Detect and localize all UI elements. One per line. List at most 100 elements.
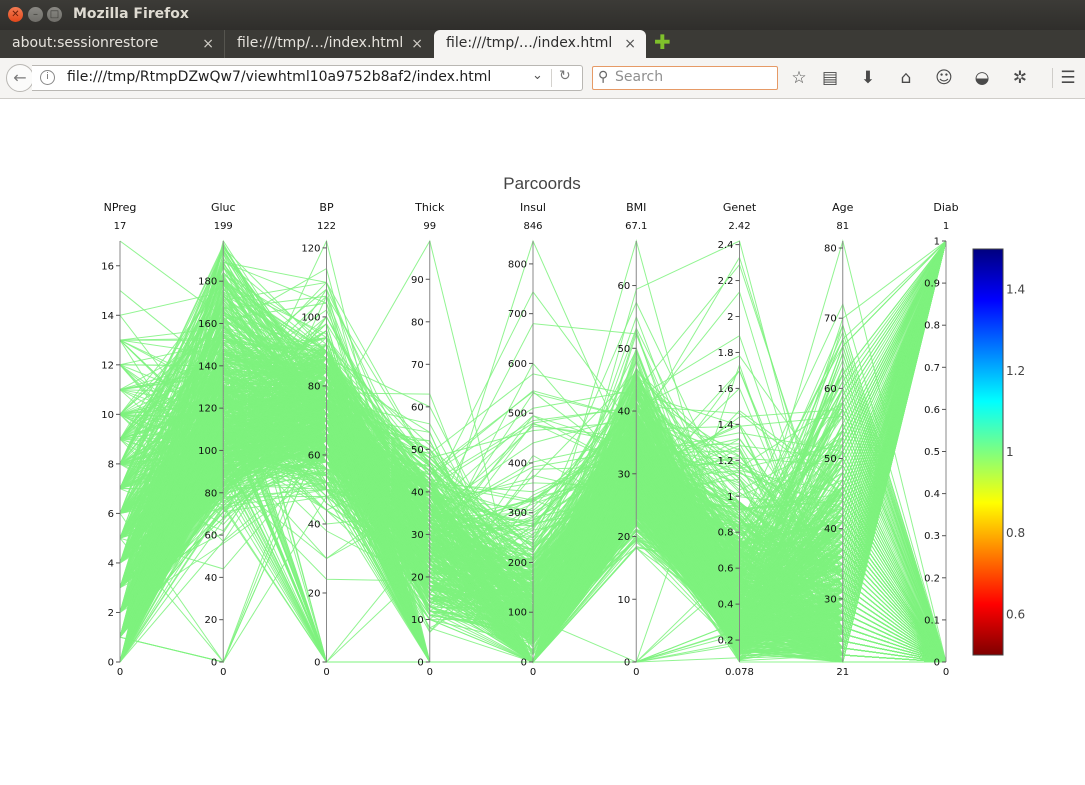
axis-tick-label: 60 <box>411 402 424 413</box>
window-maximize-button[interactable]: □ <box>47 7 62 22</box>
axis-label: BP <box>319 201 334 214</box>
url-separator <box>551 69 552 87</box>
axis-tick-label: 10 <box>618 595 631 606</box>
tab-close-icon[interactable]: × <box>411 36 423 52</box>
home-icon[interactable]: ⌂ <box>900 68 912 88</box>
tab-sessionrestore[interactable]: about:sessionrestore × <box>0 30 224 58</box>
colorbar: 0.6 0.8 1 1.2 1.4 <box>972 248 1025 656</box>
axis-tick-label: 0.7 <box>924 363 940 374</box>
axis-tick-label: 300 <box>508 508 527 519</box>
reading-list-icon[interactable]: ▤ <box>821 68 839 88</box>
axis-label: Insul <box>520 201 546 214</box>
axis-max-label: 199 <box>214 221 233 232</box>
colorbar-tick-label: 1 <box>1006 445 1014 459</box>
axis-age[interactable]: Age 81 21 30 40 50 60 70 80 <box>824 201 854 678</box>
tab-label: about:sessionrestore <box>12 35 159 51</box>
axis-max-label: 1 <box>943 221 949 232</box>
axis-tick-label: 2.2 <box>718 276 734 287</box>
axis-tick-label: 1.6 <box>718 384 734 395</box>
window-title: Mozilla Firefox <box>73 6 189 22</box>
axis-thick[interactable]: Thick 99 00 10 20 30 40 50 60 70 80 90 <box>411 201 445 678</box>
tab-close-icon[interactable]: × <box>624 36 636 52</box>
chart-title: Parcoords <box>503 174 580 193</box>
axis-tick-label: 0.8 <box>924 321 940 332</box>
axis-tick-label: 0 <box>314 658 320 669</box>
axis-tick-label: 0 <box>108 658 114 669</box>
url-bar[interactable]: i file:///tmp/RtmpDZwQw7/viewhtml10a9752… <box>32 65 583 91</box>
axis-max-label: 2.42 <box>728 221 750 232</box>
axes: NPreg1700246810121416Gluc199002040608010… <box>101 201 958 678</box>
axis-tick-label: 0.8 <box>718 528 734 539</box>
axis-tick-label: 100 <box>198 446 217 457</box>
smiley-icon[interactable]: ☺ <box>935 68 953 88</box>
axis-tick-label: 20 <box>618 532 631 543</box>
search-icon: ⚲ <box>598 69 609 85</box>
tab-strip: about:sessionrestore × file:///tmp/…/ind… <box>0 30 1085 58</box>
axis-tick-label: 90 <box>411 275 424 286</box>
window-close-button[interactable]: ✕ <box>8 7 23 22</box>
axis-tick-label: 0 <box>934 658 940 669</box>
colorbar-tick-label: 1.4 <box>1006 283 1025 297</box>
axis-tick-label: 40 <box>618 407 631 418</box>
axis-tick-label: 80 <box>824 244 837 255</box>
axis-tick-label: 50 <box>824 454 837 465</box>
search-box[interactable]: ⚲ <box>592 66 778 90</box>
axis-tick-label: 0.3 <box>924 531 940 542</box>
tab-index-html-active[interactable]: file:///tmp/…/index.html × <box>434 30 646 58</box>
axis-tick-label: 8 <box>108 459 114 470</box>
colorbar-tick-label: 0.8 <box>1006 526 1025 540</box>
tab-index-html[interactable]: file:///tmp/…/index.html × <box>224 30 433 58</box>
parcoords-chart: Parcoords NPreg1700246810121416Gluc19900… <box>101 174 1025 678</box>
reload-icon[interactable]: ↻ <box>559 68 571 84</box>
axis-tick-label: 40 <box>308 519 321 530</box>
axis-max-label: 81 <box>836 221 849 232</box>
hamburger-menu-icon[interactable]: ☰ <box>1052 68 1079 88</box>
axis-tick-label: 6 <box>108 509 114 520</box>
axis-max-label: 99 <box>423 221 436 232</box>
axis-label: Gluc <box>211 201 236 214</box>
axis-tick-label: 1.2 <box>718 456 734 467</box>
window-minimize-button[interactable]: – <box>28 7 43 22</box>
axis-tick-label: 20 <box>205 615 218 626</box>
extension-icon[interactable]: ✲ <box>1012 68 1028 88</box>
url-text[interactable]: file:///tmp/RtmpDZwQw7/viewhtml10a9752b8… <box>67 69 492 85</box>
axis-tick-label: 800 <box>508 259 527 270</box>
axis-gluc[interactable]: Gluc 199 00 20 40 60 80 100 120 140 160 180 <box>198 201 235 678</box>
axis-tick-label: 80 <box>205 488 218 499</box>
axis-npreg[interactable]: NPreg 17 00 2 4 6 8 10 12 14 16 <box>101 201 136 678</box>
url-dropdown-chevron-icon[interactable]: ⌄ <box>532 68 543 83</box>
axis-tick-label: 0 <box>624 658 630 669</box>
axis-tick-label: 50 <box>411 445 424 456</box>
axis-tick-label: 700 <box>508 309 527 320</box>
axis-tick-label: 16 <box>101 261 114 272</box>
axis-bmi[interactable]: BMI 67.1 00 10 20 30 40 50 60 <box>618 201 648 678</box>
colorbar-gradient <box>972 248 1004 656</box>
axis-diab[interactable]: Diab 1 00 0.1 0.2 0.3 0.4 0.5 0.6 0.7 0.8 0.9 1 <box>924 201 959 678</box>
search-input[interactable] <box>615 68 771 86</box>
axis-genet[interactable]: Genet2.420.0780.20.40.60.811.21.41.61.82… <box>718 201 757 678</box>
axis-tick-label: 1 <box>934 237 940 248</box>
axis-insul[interactable]: Insul 846 00 100 200 300 400 500 600 700 800 <box>508 201 546 678</box>
site-info-icon[interactable]: i <box>40 70 55 85</box>
axis-tick-label: 0.4 <box>718 600 734 611</box>
axis-tick-label: 40 <box>205 573 218 584</box>
axis-tick-label: 80 <box>411 317 424 328</box>
axis-tick-label: 70 <box>411 360 424 371</box>
axis-min-label: 0 <box>323 667 329 678</box>
axis-tick-label: 200 <box>508 558 527 569</box>
axis-label: Genet <box>723 201 757 214</box>
colorbar-tick-label: 0.6 <box>1006 607 1025 621</box>
bookmark-star-icon[interactable]: ☆ <box>791 68 807 88</box>
axis-bp[interactable]: BP 122 00 20 40 60 80 100 120 <box>301 201 336 678</box>
axis-label: NPreg <box>104 201 137 214</box>
axis-max-label: 846 <box>523 221 542 232</box>
download-icon[interactable]: ⬇ <box>860 68 876 88</box>
axis-tick-label: 400 <box>508 458 527 469</box>
axis-tick-label: 1.8 <box>718 348 734 359</box>
axis-tick-label: 4 <box>108 558 114 569</box>
pocket-icon[interactable]: ◒ <box>974 68 990 88</box>
tab-close-icon[interactable]: × <box>202 36 214 52</box>
axis-min-label: 0.078 <box>725 667 754 678</box>
new-tab-plus-icon[interactable]: ✚ <box>654 30 671 54</box>
back-arrow-icon[interactable]: ← <box>6 64 34 92</box>
